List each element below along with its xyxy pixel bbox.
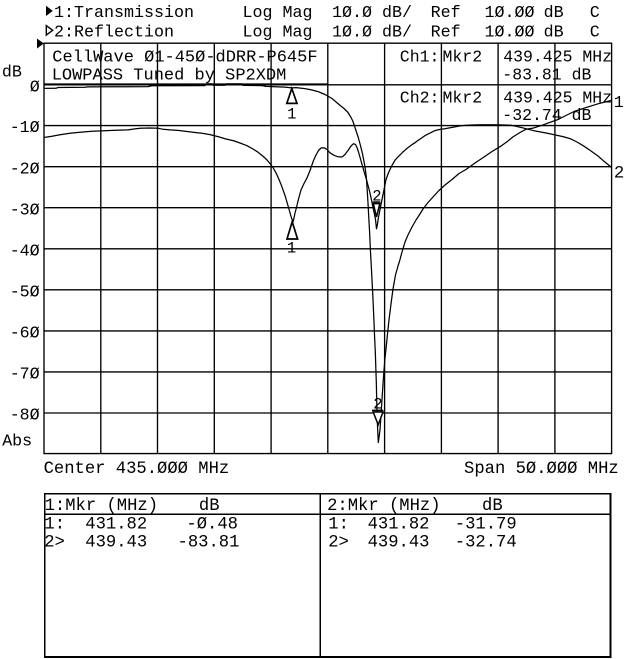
svg-text:1:: 1: [328, 516, 349, 535]
svg-text:Ch1:: Ch1: [400, 48, 440, 67]
svg-text:Span 5Ø.ØØØ MHz: Span 5Ø.ØØØ MHz [464, 460, 619, 479]
svg-text:dB: dB [482, 497, 503, 516]
svg-text:CellWave Ø1-45Ø-dDRR-P645F: CellWave Ø1-45Ø-dDRR-P645F [52, 49, 317, 68]
svg-text:439.43: 439.43 [85, 534, 147, 553]
svg-text:-Ø.48: -Ø.48 [186, 516, 238, 535]
svg-text:1: 1 [287, 106, 296, 124]
svg-text:-3Ø: -3Ø [10, 201, 40, 220]
svg-text:Ø: Ø [30, 78, 40, 97]
svg-text:-31.79: -31.79 [455, 516, 517, 535]
svg-text:1Ø.ØØ: 1Ø.ØØ [485, 24, 535, 43]
svg-text:1Ø.Ø dB/: 1Ø.Ø dB/ [332, 24, 412, 43]
svg-text:2: 2 [373, 395, 382, 413]
svg-text:Mkr2: Mkr2 [443, 88, 483, 107]
svg-text:2>: 2> [328, 534, 349, 553]
svg-text:C: C [590, 4, 600, 23]
svg-text:C: C [590, 24, 600, 43]
svg-text:Ref: Ref [431, 4, 461, 23]
svg-text:dB: dB [199, 497, 220, 516]
svg-text:Log Mag: Log Mag [243, 24, 313, 43]
svg-text:1: 1 [287, 239, 296, 257]
svg-text:Ch2:: Ch2: [400, 88, 440, 107]
svg-text:2:Reflection: 2:Reflection [54, 24, 174, 43]
svg-text:1Ø.Ø dB/: 1Ø.Ø dB/ [332, 4, 412, 23]
svg-text:2>: 2> [44, 534, 65, 553]
svg-text:-4Ø: -4Ø [10, 242, 40, 261]
svg-text:439.43: 439.43 [368, 534, 430, 553]
svg-text:1:: 1: [44, 516, 65, 535]
svg-text:-6Ø: -6Ø [10, 325, 40, 344]
svg-text:-5Ø: -5Ø [10, 283, 40, 302]
svg-text:-8Ø: -8Ø [10, 407, 40, 426]
svg-text:439.425 MHz: 439.425 MHz [503, 88, 612, 107]
svg-text:2: 2 [614, 165, 624, 184]
svg-text:2:Mkr (MHz): 2:Mkr (MHz) [327, 497, 440, 516]
svg-text:439.425 MHz: 439.425 MHz [503, 48, 612, 67]
svg-text:Center 435.ØØØ MHz: Center 435.ØØØ MHz [44, 460, 230, 479]
svg-text:Abs: Abs [2, 433, 32, 452]
svg-text:dB: dB [544, 24, 564, 43]
svg-text:Ref: Ref [431, 24, 461, 43]
svg-text:Mkr2: Mkr2 [443, 48, 483, 67]
svg-text:dB: dB [544, 4, 564, 23]
svg-text:-83.81 dB: -83.81 dB [502, 66, 591, 85]
svg-text:2: 2 [372, 187, 381, 205]
svg-text:1Ø.ØØ: 1Ø.ØØ [485, 4, 535, 23]
svg-text:431.82: 431.82 [85, 516, 147, 535]
svg-text:-7Ø: -7Ø [10, 366, 40, 385]
svg-text:LOWPASS Tuned by SP2XDM: LOWPASS Tuned by SP2XDM [52, 67, 287, 86]
svg-text:-2Ø: -2Ø [10, 160, 40, 179]
svg-text:-1Ø: -1Ø [10, 119, 40, 138]
svg-text:-32.74: -32.74 [455, 534, 517, 553]
svg-text:1: 1 [614, 94, 624, 113]
svg-text:-32.74 dB: -32.74 dB [502, 106, 591, 125]
svg-text:dB: dB [2, 64, 22, 83]
svg-text:1:Mkr (MHz): 1:Mkr (MHz) [45, 497, 158, 516]
svg-text:1:Transmission: 1:Transmission [54, 4, 194, 23]
svg-text:-83.81: -83.81 [178, 534, 240, 553]
svg-text:431.82: 431.82 [368, 516, 430, 535]
svg-text:Log Mag: Log Mag [243, 4, 313, 23]
